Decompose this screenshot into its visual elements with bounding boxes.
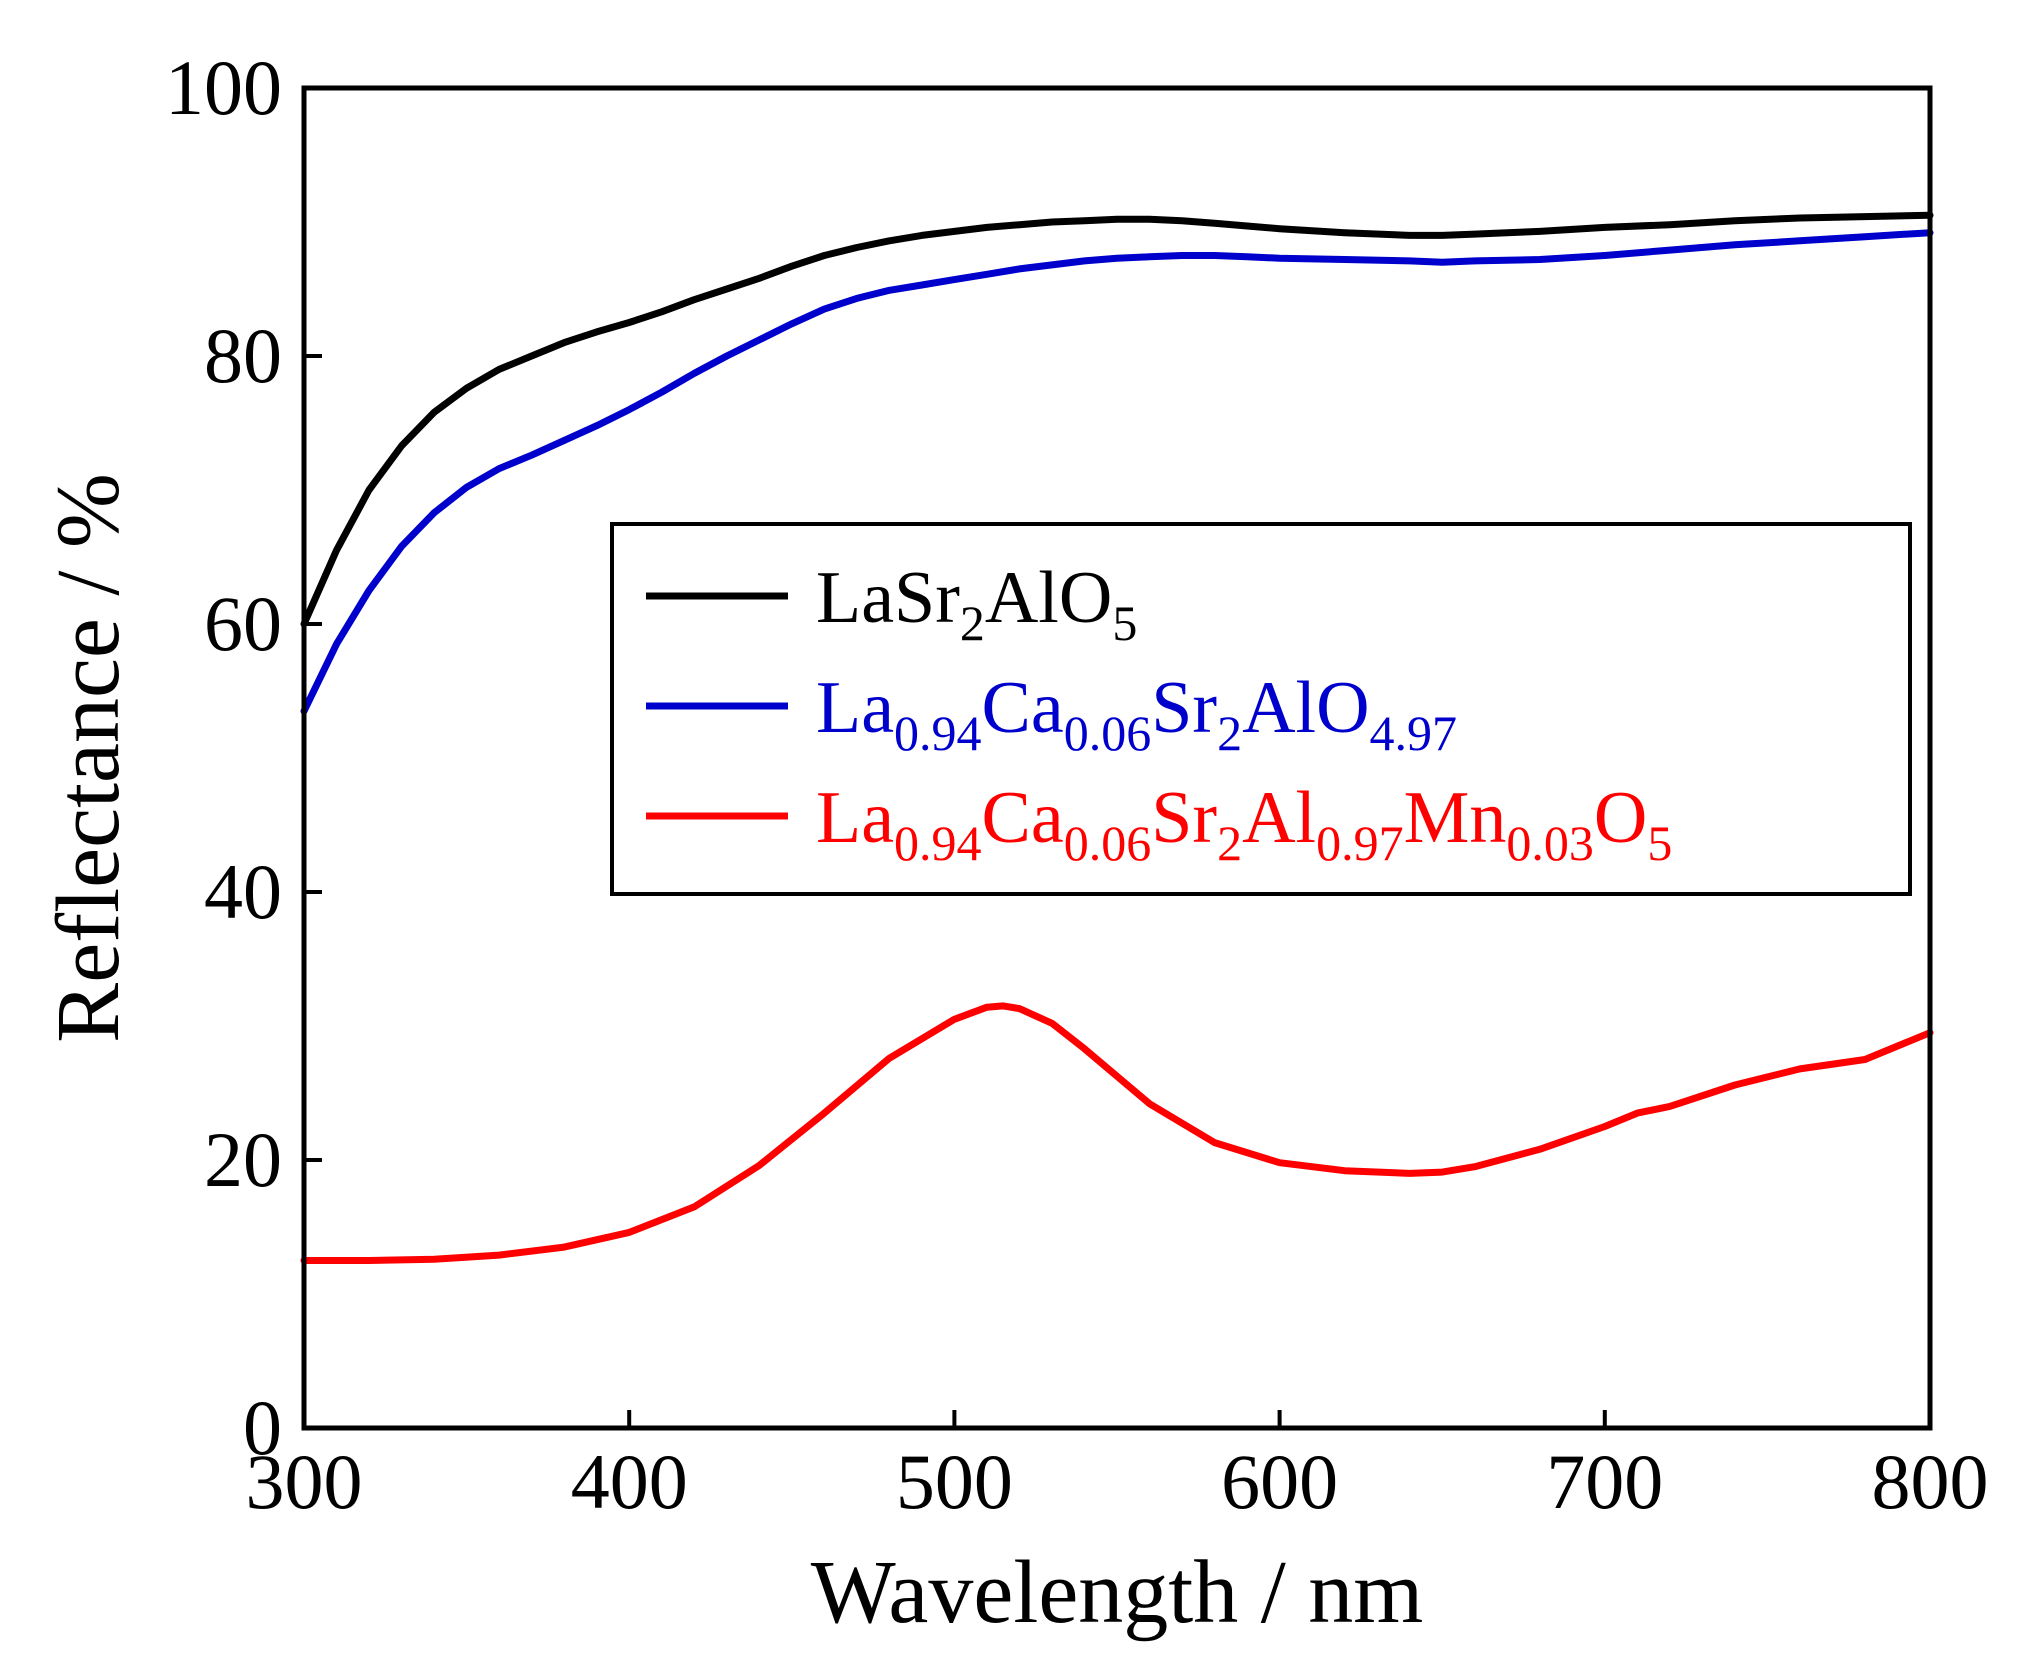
- x-tick-label: 300: [246, 1438, 363, 1525]
- legend-text-part: La: [816, 777, 894, 859]
- y-tick-label: 0: [243, 1384, 282, 1471]
- plot-frame: [301, 85, 1933, 1431]
- y-tick-label: 20: [204, 1116, 282, 1203]
- legend-text-part: Al: [1242, 777, 1316, 859]
- series-line-3: [300, 1002, 1934, 1264]
- legend-subscript: 2: [1217, 705, 1242, 761]
- legend-text-part: Ca: [982, 667, 1064, 749]
- legend-subscript: 5: [1647, 815, 1672, 871]
- legend-text-part: AlO: [1242, 667, 1369, 749]
- legend-text-part: Mn: [1404, 777, 1507, 859]
- legend-subscript: 2: [960, 595, 985, 651]
- legend-subscript: 0.03: [1506, 815, 1594, 871]
- legend-label-3: La0.94Ca0.06Sr2Al0.97Mn0.03O5: [816, 777, 1672, 871]
- legend-label-2: La0.94Ca0.06Sr2AlO4.97: [816, 667, 1457, 761]
- legend-subscript: 0.06: [1064, 705, 1152, 761]
- legend-text-part: Ca: [982, 777, 1064, 859]
- x-tick-label: 800: [1872, 1438, 1989, 1525]
- y-tick-label: 40: [204, 848, 282, 935]
- legend-text-part: AlO: [985, 557, 1112, 639]
- legend-label-1: LaSr2AlO5: [816, 557, 1137, 651]
- x-tick-label: 400: [571, 1438, 688, 1525]
- ticks-layer: 300 400 500 600 700 800 0 20 40 60 80 100: [165, 44, 1989, 1525]
- x-tick-label: 600: [1221, 1438, 1338, 1525]
- legend-subscript: 0.94: [894, 705, 982, 761]
- x-tick-label: 500: [896, 1438, 1013, 1525]
- series-line-2: [300, 229, 1934, 715]
- legend-text-part: O: [1594, 777, 1647, 859]
- series-line-1: [300, 211, 1934, 628]
- legend-text-part: LaSr: [816, 557, 960, 639]
- legend-text-part: Sr: [1151, 777, 1217, 859]
- legend-subscript: 4.97: [1370, 705, 1458, 761]
- y-tick-label: 60: [204, 580, 282, 667]
- legend-subscript: 0.97: [1316, 815, 1404, 871]
- legend-text-part: Sr: [1151, 667, 1217, 749]
- y-axis-title: Reflectance / %: [39, 473, 138, 1043]
- y-tick-label: 100: [165, 44, 282, 131]
- legend-subscript: 2: [1217, 815, 1242, 871]
- y-tick-label: 80: [204, 312, 282, 399]
- legend-box: [610, 522, 1912, 896]
- x-axis-title: Wavelength / nm: [811, 1543, 1424, 1642]
- legend-subscript: 0.06: [1064, 815, 1152, 871]
- legend-subscript: 5: [1112, 595, 1137, 651]
- legend: LaSr2AlO5La0.94Ca0.06Sr2AlO4.97La0.94Ca0…: [610, 522, 1912, 896]
- legend-subscript: 0.94: [894, 815, 982, 871]
- series-layer: [300, 211, 1934, 1264]
- legend-text-part: La: [816, 667, 894, 749]
- x-tick-label: 700: [1546, 1438, 1663, 1525]
